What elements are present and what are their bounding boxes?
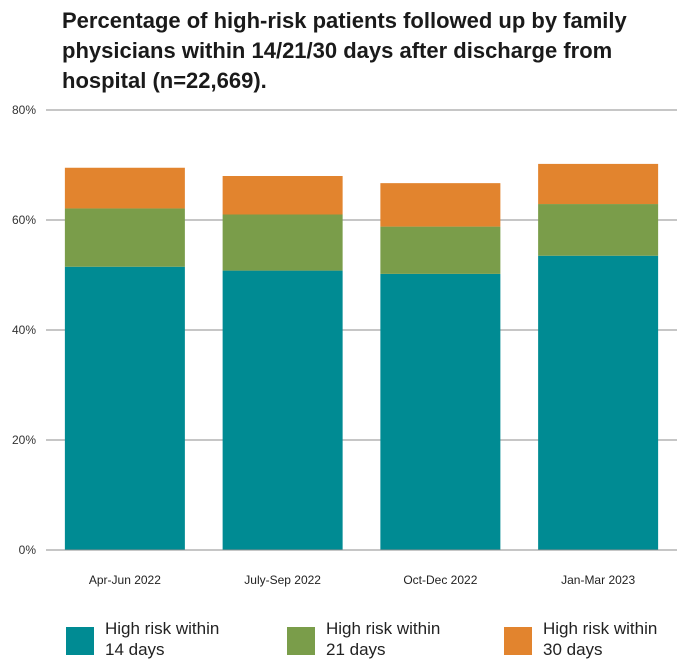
bar-segment-series-1 bbox=[64, 266, 185, 550]
bar-segment-series-3 bbox=[64, 167, 185, 209]
legend-item-14-days: High risk within 14 days bbox=[66, 618, 235, 660]
bar-segment-series-1 bbox=[222, 270, 343, 550]
bar-segment-series-2 bbox=[380, 226, 501, 274]
x-tick-label: Apr-Jun 2022 bbox=[89, 573, 161, 587]
legend-label-21-days: High risk within 21 days bbox=[326, 619, 441, 659]
bar-segment-series-3 bbox=[222, 176, 343, 215]
x-tick-label: July-Sep 2022 bbox=[244, 573, 321, 587]
y-tick-label: 60% bbox=[12, 213, 36, 227]
bar-segment-series-1 bbox=[380, 273, 501, 550]
y-tick-label: 40% bbox=[12, 323, 36, 337]
legend-swatch-30-days bbox=[504, 627, 532, 655]
bar-segment-series-2 bbox=[64, 208, 185, 267]
bar-segment-series-2 bbox=[222, 214, 343, 271]
y-tick-label: 20% bbox=[12, 433, 36, 447]
y-tick-label: 0% bbox=[19, 543, 37, 557]
x-tick-label: Jan-Mar 2023 bbox=[561, 573, 635, 587]
bar-segment-series-3 bbox=[380, 183, 501, 227]
legend-label-30-days: High risk within 30 days bbox=[543, 619, 658, 659]
y-tick-label: 80% bbox=[12, 103, 36, 117]
legend-item-21-days: High risk within 21 days bbox=[287, 618, 456, 660]
x-tick-label: Oct-Dec 2022 bbox=[403, 573, 477, 587]
stacked-bar-chart: 0% 20% 40% 60% 80% Apr-Jun 2022 July-Sep 2022 O… bbox=[12, 103, 677, 587]
bar-segment-series-1 bbox=[538, 255, 659, 550]
legend-item-30-days: High risk within 30 days bbox=[504, 618, 673, 660]
legend-label-14-days: High risk within 14 days bbox=[105, 619, 220, 659]
legend-swatch-14-days bbox=[66, 627, 94, 655]
bar-segment-series-3 bbox=[538, 163, 659, 205]
bar-segment-series-2 bbox=[538, 204, 659, 256]
chart-title: Percentage of high-risk patients followe… bbox=[62, 8, 627, 93]
legend: High risk within 14 days High risk withi… bbox=[0, 618, 690, 661]
legend-swatch-21-days bbox=[287, 627, 315, 655]
